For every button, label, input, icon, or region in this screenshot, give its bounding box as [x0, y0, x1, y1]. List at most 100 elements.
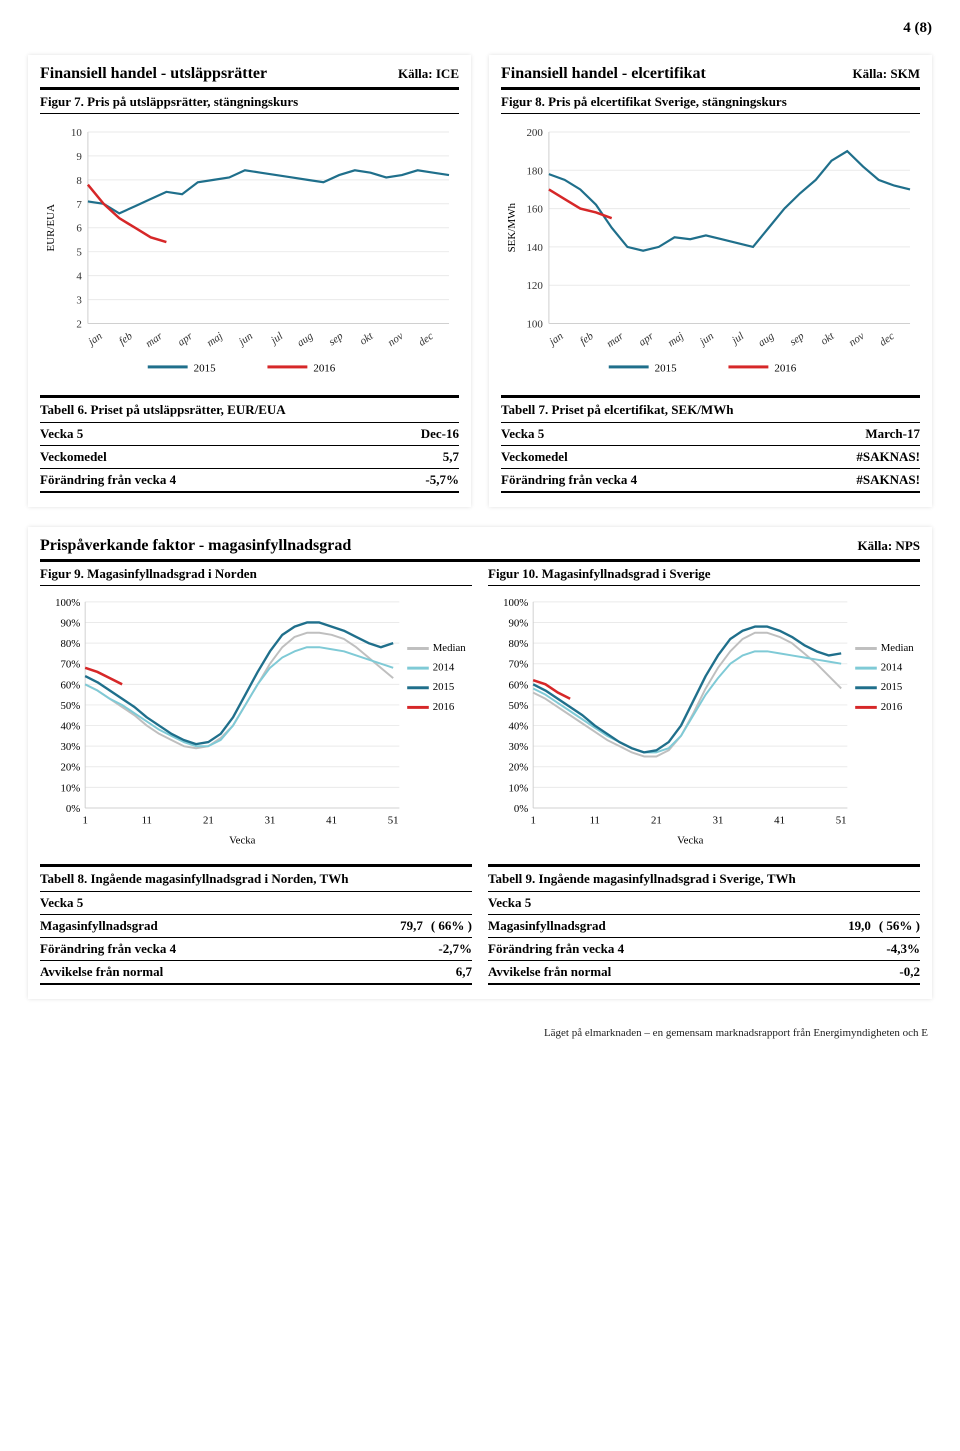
chart-reservoir-sweden: 0%10%20%30%40%50%60%70%80%90%100%1112131…: [488, 594, 920, 849]
table-row: Vecka 5: [488, 892, 920, 915]
svg-text:apr: apr: [637, 330, 657, 349]
svg-text:Vecka: Vecka: [677, 835, 704, 847]
svg-text:aug: aug: [295, 330, 316, 350]
page-number: 4 (8): [28, 20, 932, 37]
table6-title: Tabell 6. Priset på utsläppsrätter, EUR/…: [40, 395, 459, 423]
svg-text:2016: 2016: [774, 362, 796, 374]
svg-text:SEK/MWh: SEK/MWh: [506, 203, 518, 253]
svg-text:160: 160: [526, 204, 543, 216]
svg-text:70%: 70%: [508, 659, 528, 671]
figure9-title: Figur 9. Magasinfyllnadsgrad i Norden: [40, 566, 472, 586]
svg-text:6: 6: [76, 223, 82, 235]
panel-title: Finansiell handel - utsläppsrätter: [40, 65, 267, 83]
svg-text:21: 21: [651, 815, 662, 827]
svg-text:1: 1: [82, 815, 87, 827]
svg-text:2016: 2016: [313, 362, 335, 374]
figure7-title: Figur 7. Pris på utsläppsrätter, stängni…: [40, 94, 459, 114]
table9-title: Tabell 9. Ingående magasinfyllnadsgrad i…: [488, 864, 920, 892]
svg-text:21: 21: [203, 815, 214, 827]
svg-text:dec: dec: [877, 330, 896, 349]
panel-source: Källa: NPS: [858, 538, 920, 554]
table-row: Förändring från vecka 4-2,7%: [40, 938, 472, 961]
svg-text:5: 5: [76, 247, 82, 259]
figure8-title: Figur 8. Pris på elcertifikat Sverige, s…: [501, 94, 920, 114]
svg-text:40%: 40%: [60, 721, 80, 733]
svg-text:2016: 2016: [433, 701, 455, 713]
table-row: Veckomedel#SAKNAS!: [501, 446, 920, 469]
table7-title: Tabell 7. Priset på elcertifikat, SEK/MW…: [501, 395, 920, 423]
svg-text:dec: dec: [416, 330, 435, 349]
footer-text: Läget på elmarknaden – en gemensam markn…: [28, 999, 932, 1047]
svg-text:0%: 0%: [514, 803, 528, 815]
svg-text:mar: mar: [143, 330, 165, 350]
row-top: Finansiell handel - utsläppsrätter Källa…: [28, 55, 932, 507]
svg-text:90%: 90%: [60, 618, 80, 630]
svg-text:2015: 2015: [194, 362, 216, 374]
svg-text:jun: jun: [696, 330, 716, 349]
panel-source: Källa: ICE: [398, 66, 459, 82]
panel-title: Prispåverkande faktor - magasinfyllnadsg…: [40, 537, 351, 555]
svg-text:51: 51: [388, 815, 399, 827]
panel-reservoir: Prispåverkande faktor - magasinfyllnadsg…: [28, 527, 932, 998]
panel-title: Finansiell handel - elcertifikat: [501, 65, 706, 83]
chart-emissions: 2345678910janfebmaraprmajjunjulaugsepokt…: [40, 122, 459, 381]
panel-source: Källa: SKM: [852, 66, 920, 82]
svg-text:30%: 30%: [60, 741, 80, 753]
figure10-title: Figur 10. Magasinfyllnadsgrad i Sverige: [488, 566, 920, 586]
svg-text:Vecka: Vecka: [229, 835, 256, 847]
svg-text:40%: 40%: [508, 721, 528, 733]
svg-text:140: 140: [526, 242, 543, 254]
svg-text:100%: 100%: [503, 597, 528, 609]
table7: Vecka 5March-17Veckomedel#SAKNAS!Förändr…: [501, 423, 920, 493]
svg-text:90%: 90%: [508, 618, 528, 630]
svg-text:20%: 20%: [60, 762, 80, 774]
table-row: Vecka 5: [40, 892, 472, 915]
svg-text:apr: apr: [176, 330, 196, 349]
table6: Vecka 5Dec-16Veckomedel5,7Förändring frå…: [40, 423, 459, 493]
svg-text:jul: jul: [728, 330, 746, 348]
svg-text:2014: 2014: [433, 662, 455, 674]
svg-text:80%: 80%: [60, 638, 80, 650]
table-row: Förändring från vecka 4#SAKNAS!: [501, 469, 920, 493]
svg-text:100: 100: [526, 319, 543, 331]
svg-text:2015: 2015: [433, 682, 455, 694]
svg-text:jul: jul: [267, 330, 285, 348]
table-row: Vecka 5Dec-16: [40, 423, 459, 446]
svg-text:180: 180: [526, 165, 543, 177]
svg-text:60%: 60%: [508, 680, 528, 692]
table-row: Magasinfyllnadsgrad19,0( 56% ): [488, 915, 920, 938]
svg-text:maj: maj: [205, 330, 225, 349]
svg-text:okt: okt: [819, 330, 838, 348]
svg-text:41: 41: [774, 815, 785, 827]
svg-text:nov: nov: [847, 330, 867, 349]
svg-text:2: 2: [76, 319, 81, 331]
svg-text:2016: 2016: [881, 701, 903, 713]
svg-text:51: 51: [836, 815, 847, 827]
svg-text:2015: 2015: [655, 362, 677, 374]
svg-text:10: 10: [71, 127, 82, 139]
table-row: Vecka 5March-17: [501, 423, 920, 446]
svg-text:jun: jun: [235, 330, 255, 349]
svg-text:7: 7: [76, 199, 82, 211]
svg-text:mar: mar: [604, 330, 626, 350]
svg-text:2015: 2015: [881, 682, 903, 694]
svg-text:10%: 10%: [508, 783, 528, 795]
table8-title: Tabell 8. Ingående magasinfyllnadsgrad i…: [40, 864, 472, 892]
svg-text:Median: Median: [433, 642, 467, 654]
svg-text:jan: jan: [546, 330, 566, 349]
table-row: Veckomedel5,7: [40, 446, 459, 469]
svg-text:120: 120: [526, 280, 543, 292]
svg-text:200: 200: [526, 127, 543, 139]
table-row: Förändring från vecka 4-5,7%: [40, 469, 459, 493]
svg-text:10%: 10%: [60, 783, 80, 795]
svg-text:0%: 0%: [66, 803, 80, 815]
svg-text:80%: 80%: [508, 638, 528, 650]
svg-text:feb: feb: [117, 330, 135, 348]
svg-text:4: 4: [76, 271, 82, 283]
svg-text:aug: aug: [756, 330, 777, 350]
chart-reservoir-nordic: 0%10%20%30%40%50%60%70%80%90%100%1112131…: [40, 594, 472, 849]
table-row: Avvikelse från normal-0,2: [488, 961, 920, 985]
table-row: Avvikelse från normal6,7: [40, 961, 472, 985]
svg-text:sep: sep: [788, 330, 807, 349]
svg-text:3: 3: [76, 295, 82, 307]
